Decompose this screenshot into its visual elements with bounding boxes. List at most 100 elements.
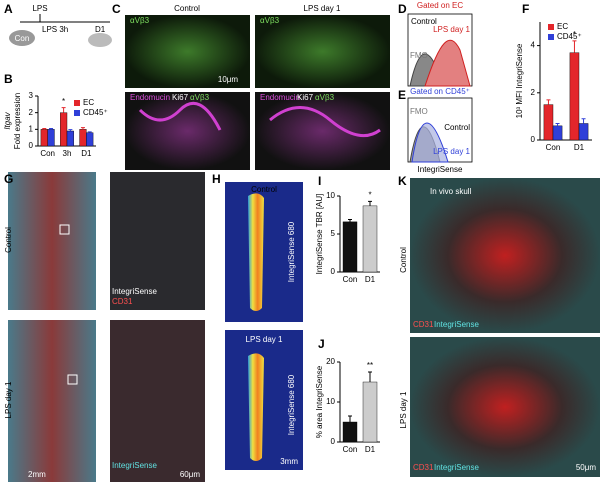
- micrograph: [8, 320, 96, 482]
- label: FMO: [410, 107, 428, 116]
- y-tick-label: 20: [326, 357, 335, 366]
- y-tick-label: 2: [531, 88, 536, 97]
- error-bar: [555, 122, 560, 126]
- panel-label: J: [318, 337, 325, 351]
- x-tick-label: Con: [343, 275, 358, 284]
- legend-label: EC: [557, 22, 568, 31]
- bar: [578, 123, 589, 141]
- bar: [342, 221, 358, 273]
- error-bar: [68, 129, 73, 131]
- vessel: [138, 101, 381, 138]
- label: LPS: [32, 4, 47, 13]
- inset-box: [67, 374, 78, 385]
- label: Gated on EC: [417, 1, 463, 10]
- label: CD31: [413, 320, 434, 329]
- inset-box: [59, 224, 70, 235]
- annotation: *: [368, 190, 371, 199]
- label: Gated on CD45⁺: [410, 87, 470, 96]
- micrograph: [255, 92, 390, 170]
- panel-a-schematic: [9, 14, 112, 47]
- label: LPS day 1: [399, 391, 408, 428]
- y-tick-label: 0: [531, 135, 536, 144]
- bar: [543, 104, 554, 141]
- label: D1: [95, 25, 106, 34]
- micrograph: [110, 172, 205, 310]
- panel-k-images: [410, 178, 600, 477]
- error-bar: [42, 128, 47, 130]
- label: 50μm: [576, 463, 597, 472]
- label: Control: [444, 123, 470, 132]
- label: Con: [15, 34, 30, 43]
- label: 2mm: [28, 470, 46, 479]
- panel-label: A: [4, 2, 13, 16]
- y-tick-label: 1: [29, 124, 34, 133]
- bar: [342, 421, 358, 443]
- micrograph: [255, 15, 390, 88]
- legend-swatch: [74, 100, 80, 106]
- label: 10μm: [218, 75, 239, 84]
- heatmap: [225, 182, 303, 322]
- label: LPS day 1: [433, 25, 470, 34]
- legend-label: EC: [83, 98, 94, 107]
- histogram: [411, 122, 449, 163]
- label: LPS day 1: [246, 335, 283, 344]
- y-tick-label: 0: [331, 267, 336, 276]
- y-tick-label: 3: [29, 91, 34, 100]
- label: 3mm: [280, 457, 298, 466]
- panel-label: C: [112, 2, 121, 16]
- error-bar: [348, 219, 352, 222]
- y-tick-label: 2: [29, 108, 34, 117]
- x-tick-label: Con: [40, 149, 55, 158]
- panel-label: K: [398, 174, 407, 188]
- bone: [248, 193, 264, 311]
- label: Endomucin: [130, 93, 170, 102]
- micrograph: [125, 15, 250, 88]
- label: IntegriSense: [434, 463, 479, 472]
- y-tick-label: 4: [531, 41, 536, 50]
- panel-g-images: [8, 172, 205, 482]
- label: Control: [174, 4, 200, 13]
- label: Ki67: [172, 93, 189, 102]
- label: 60μm: [180, 470, 201, 479]
- y-tick-label: 0: [331, 437, 336, 446]
- mouse: [9, 30, 35, 46]
- panel-d-e-histograms: [407, 13, 473, 163]
- y-tick-label: 10: [326, 397, 335, 406]
- panel-label: D: [398, 2, 407, 16]
- label: FMO: [410, 51, 428, 60]
- label: IntegriSense: [418, 165, 463, 174]
- x-tick-label: D1: [365, 445, 376, 454]
- error-bar: [80, 127, 85, 130]
- bar: [47, 129, 55, 147]
- label: LPS 3h: [42, 25, 68, 34]
- panel-label: G: [4, 172, 13, 186]
- bar: [86, 132, 94, 147]
- error-bar: [61, 107, 66, 113]
- y-tick-label: 5: [331, 229, 336, 238]
- panel-c-images: [125, 15, 390, 170]
- annotation: *: [62, 97, 65, 106]
- label: IntegriSense 680: [287, 374, 296, 435]
- label: αVβ3: [315, 93, 335, 102]
- bar: [569, 52, 580, 141]
- error-bar: [87, 131, 92, 133]
- label: Control: [4, 227, 13, 253]
- micrograph: [110, 320, 205, 482]
- x-tick-label: D1: [365, 275, 376, 284]
- label: αVβ3: [260, 16, 280, 25]
- y-axis-label: IntegriSense TBR [AU]: [315, 194, 324, 275]
- y-tick-label: 0: [29, 141, 34, 150]
- bar: [66, 130, 74, 147]
- panel-label: B: [4, 72, 13, 86]
- annotation: *: [573, 30, 576, 39]
- label: LPS day 1: [4, 381, 13, 418]
- bar: [362, 381, 378, 443]
- legend-label: CD45⁺: [557, 32, 582, 41]
- error-bar: [49, 128, 54, 130]
- label: Control: [251, 185, 277, 194]
- mouse: [88, 33, 112, 47]
- bar: [79, 129, 87, 147]
- label: Endomucin: [260, 93, 300, 102]
- label: αVβ3: [190, 93, 210, 102]
- bar: [40, 129, 48, 147]
